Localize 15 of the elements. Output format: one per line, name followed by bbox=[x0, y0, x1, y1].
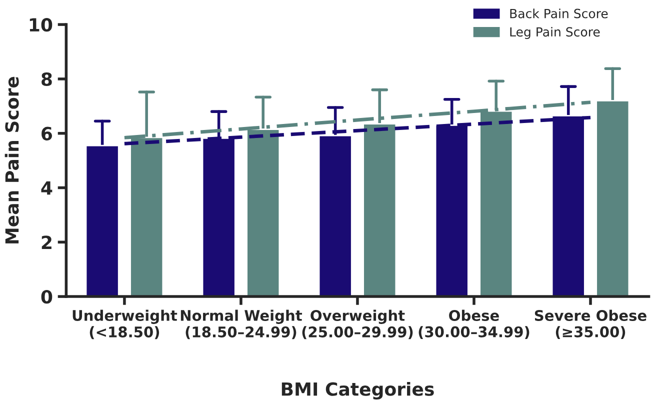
x-tick-label: Underweight (<18.50) bbox=[72, 310, 178, 340]
x-tick-label: Overweight (25.00–29.99) bbox=[302, 310, 413, 340]
y-tick-label: 4 bbox=[41, 181, 52, 195]
y-tick-label: 8 bbox=[42, 72, 52, 86]
x-tick-label: Severe Obese (≥35.00) bbox=[534, 310, 646, 340]
x-axis-title: BMI Categories bbox=[282, 382, 434, 400]
x-tick-label: Normal Weight (18.50–24.99) bbox=[180, 310, 302, 340]
y-tick-label: 2 bbox=[42, 236, 52, 249]
y-tick-label: 10 bbox=[30, 18, 52, 32]
x-tick-label: Obese (30.00–34.99) bbox=[418, 310, 530, 340]
y-tick-label: 6 bbox=[42, 126, 52, 140]
y-tick-label: 0 bbox=[41, 290, 52, 304]
y-axis-title: Mean Pain Score bbox=[4, 76, 19, 244]
legend-label: Back Pain Score bbox=[510, 8, 608, 18]
legend-label: Leg Pain Score bbox=[510, 26, 600, 40]
